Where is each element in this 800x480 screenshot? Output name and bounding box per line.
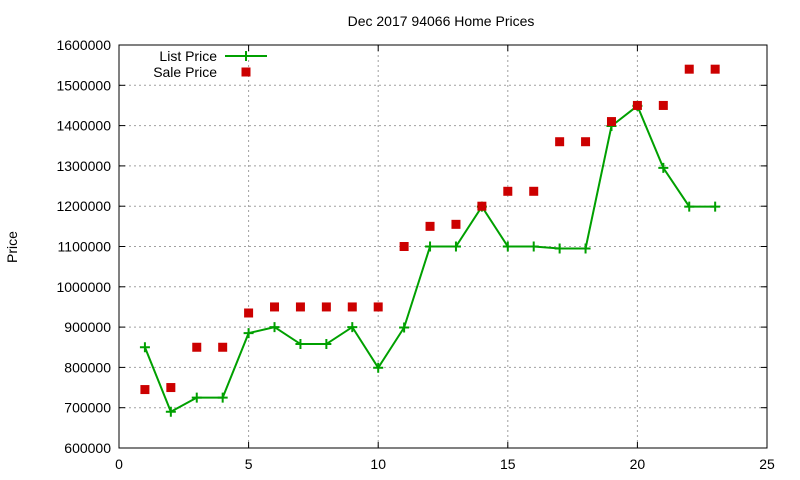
list-price-point (269, 322, 280, 333)
grid (119, 45, 767, 448)
sale-price-point (529, 186, 539, 196)
x-tick-label: 25 (759, 456, 775, 472)
x-tick-label: 15 (500, 456, 516, 472)
sale-price-point (425, 221, 435, 231)
y-tick-label: 1200000 (56, 198, 111, 214)
list-price-point (217, 392, 228, 403)
sale-price-point (166, 383, 176, 393)
sale-price-point (347, 302, 357, 312)
x-tick-label: 5 (245, 456, 253, 472)
sale-price-point (503, 186, 513, 196)
list-price-line (143, 104, 716, 414)
sale-price-point (399, 242, 409, 251)
sale-price-point (658, 100, 668, 110)
list-price-point (165, 406, 176, 417)
x-tick-label: 20 (630, 456, 646, 472)
sale-price-point (710, 64, 720, 74)
sale-price-point (373, 302, 383, 312)
list-price-point (528, 241, 539, 252)
sale-price-point (192, 342, 202, 352)
sale-price-point (218, 342, 228, 352)
list-price-point (321, 339, 332, 350)
sale-price-point (581, 137, 591, 147)
sale-price-point (477, 201, 487, 211)
legend-label-sale-price: Sale Price (153, 64, 217, 80)
series (139, 64, 721, 417)
sale-price-point (244, 308, 254, 318)
list-price-point (347, 322, 358, 333)
y-tick-label: 900000 (64, 319, 111, 335)
x-tick-label: 10 (370, 456, 386, 472)
chart-title: Dec 2017 94066 Home Prices (348, 13, 535, 29)
legend-marker-sale-price (241, 67, 251, 77)
y-tick-label: 800000 (64, 359, 111, 375)
list-price-point (295, 339, 306, 350)
sale-price-point (295, 302, 305, 312)
y-tick-label: 1600000 (56, 37, 111, 53)
legend: List Price Sale Price (153, 48, 267, 80)
sale-price-point (451, 219, 461, 229)
list-price-point (139, 342, 150, 353)
y-tick-label: 600000 (64, 440, 111, 456)
y-tick-label: 1400000 (56, 118, 111, 134)
y-tick-label: 1100000 (58, 239, 112, 255)
y-tick-label: 1300000 (56, 158, 111, 174)
list-price-point (399, 322, 410, 333)
list-price-point (373, 362, 384, 373)
sale-price-point (606, 117, 616, 127)
list-price-point (425, 241, 436, 252)
legend-label-list-price: List Price (159, 48, 217, 64)
sale-price-point (140, 385, 150, 395)
sale-price-point (632, 100, 642, 110)
list-price-point (502, 241, 513, 252)
list-price-point (684, 201, 695, 212)
sale-price-point (270, 302, 280, 312)
sale-price-point (555, 137, 565, 147)
y-tick-label: 1000000 (56, 279, 111, 295)
x-tick-label: 0 (115, 456, 123, 472)
plot-frame (118, 44, 768, 449)
sale-price-point (684, 64, 694, 74)
legend-marker-list-price (241, 51, 251, 61)
sale-price-point (321, 302, 331, 312)
y-tick-label: 700000 (64, 400, 111, 416)
list-price-point (450, 241, 461, 252)
y-axis-label: Price (4, 231, 20, 263)
y-tick-label: 1500000 (56, 77, 111, 93)
list-price-point (710, 201, 721, 212)
list-price-point (243, 328, 254, 339)
list-price-point (554, 243, 565, 254)
list-price-point (191, 392, 202, 403)
list-price-point (658, 162, 669, 173)
ticks: 0 5 10 15 20 25 600000 700000 800000 900000 100000… (56, 37, 775, 472)
list-price-point (580, 243, 591, 254)
